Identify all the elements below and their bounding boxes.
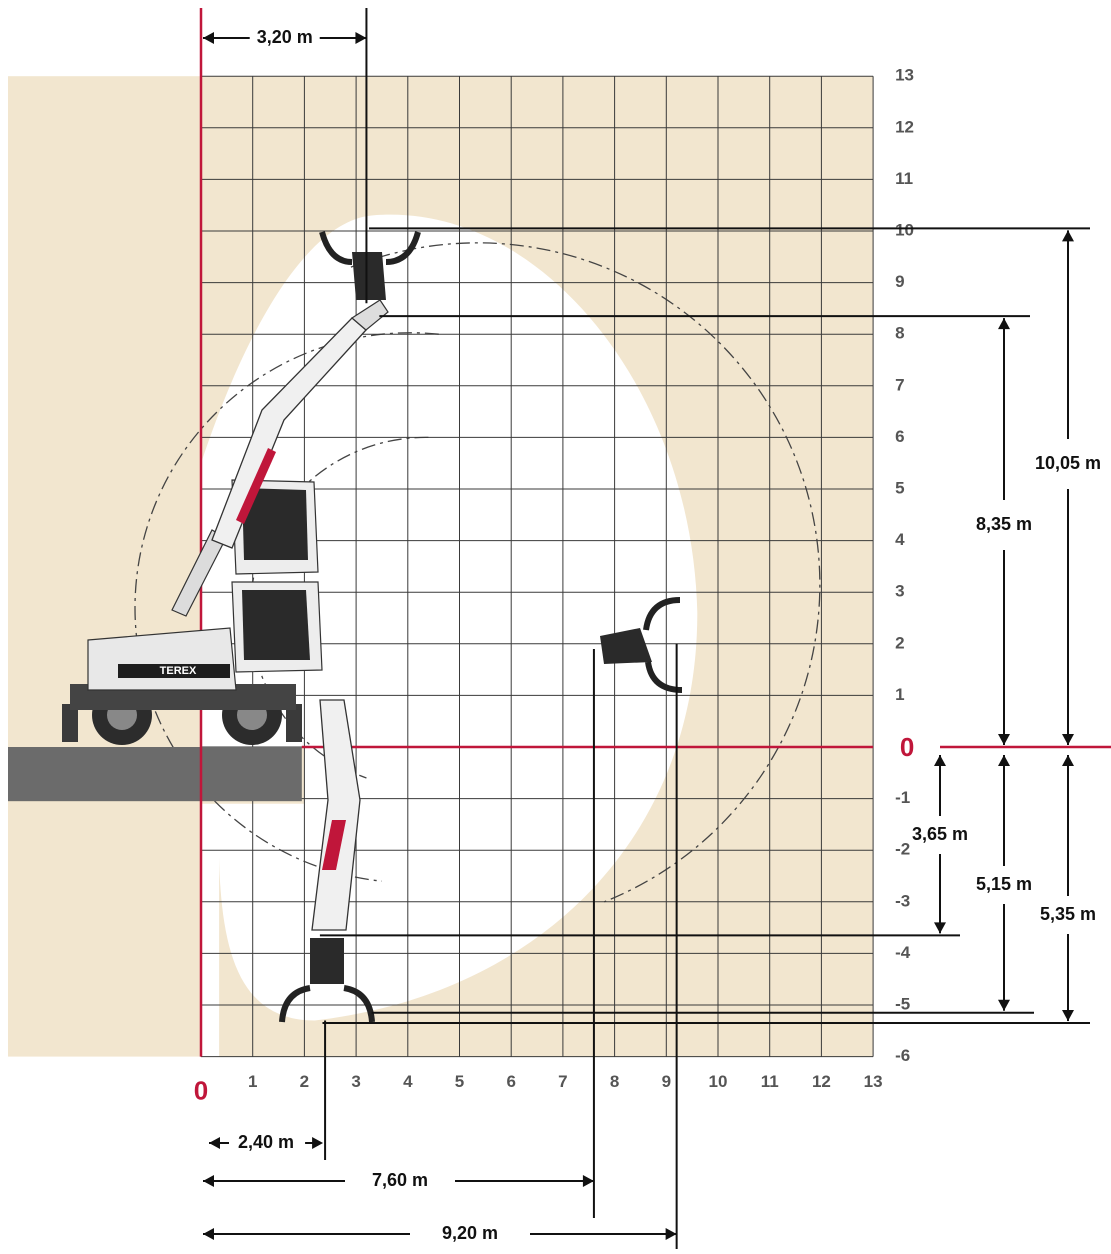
x-tick-label: 3 — [351, 1072, 360, 1091]
x-tick-label: 6 — [506, 1072, 515, 1091]
y-tick-label: 10 — [895, 220, 914, 239]
arrow-head — [355, 32, 367, 44]
cab-lower-window — [242, 590, 310, 660]
grab-top-body — [352, 252, 386, 300]
reach-arc-mid — [134, 332, 439, 882]
arrow-head — [209, 1137, 220, 1149]
arrow-head — [582, 1175, 594, 1187]
dim-label-height_at_pivot: 8,35 m — [976, 514, 1032, 534]
arrow-head — [1062, 755, 1074, 766]
arrow-head — [312, 1137, 324, 1149]
dim-label-max_height: 10,05 m — [1035, 453, 1101, 473]
y-tick-label: 2 — [895, 633, 904, 652]
dim-max_height: 10,05 m — [1035, 230, 1101, 745]
arrow-head — [934, 922, 946, 934]
x-tick-label: 8 — [610, 1072, 619, 1091]
y-tick-label: -3 — [895, 891, 910, 910]
y-tick-label: -6 — [895, 1046, 910, 1065]
arrow-head — [998, 755, 1010, 766]
y-tick-label: 9 — [895, 272, 904, 291]
grab-bottom-body — [310, 938, 344, 984]
x-tick-label: 4 — [403, 1072, 413, 1091]
y-tick-label: 12 — [895, 117, 914, 136]
outrigger-right — [286, 704, 302, 742]
y-tick-label: 13 — [895, 66, 914, 85]
x-tick-label: 5 — [455, 1072, 464, 1091]
x-tick-label: 2 — [300, 1072, 309, 1091]
boom-accent — [236, 448, 276, 524]
y-tick-label: 1 — [895, 685, 904, 704]
grab-top-tine-left — [319, 231, 353, 265]
grab-bottom-tine-left — [279, 985, 311, 1023]
y-tick-label: -1 — [895, 788, 910, 807]
y-tick-label: 8 — [895, 324, 904, 343]
dim-top_width: 3,20 m — [203, 27, 367, 47]
y-tick-zero: 0 — [900, 732, 914, 762]
dim-max_reach: 9,20 m — [203, 1223, 677, 1243]
dim-label-depth_tine_tip: 3,65 m — [912, 824, 968, 844]
dim-label-top_width: 3,20 m — [257, 27, 313, 47]
arrow-head — [1062, 1010, 1074, 1022]
y-tick-label: 4 — [895, 530, 905, 549]
arrow-head — [203, 32, 214, 44]
machine-platform — [8, 747, 302, 802]
x-tick-label: 13 — [864, 1072, 883, 1091]
x-tick-zero: 0 — [194, 1075, 208, 1105]
dim-label-max_reach: 9,20 m — [442, 1223, 498, 1243]
y-tick-label: 3 — [895, 582, 904, 601]
y-tick-label: -2 — [895, 840, 910, 859]
grab-mid-tine-top — [643, 597, 681, 631]
dim-label-max_depth: 5,35 m — [1040, 904, 1096, 924]
boom-lowered — [311, 699, 361, 931]
arrow-head — [934, 755, 946, 766]
y-tick-label: 7 — [895, 375, 904, 394]
brand-label: TEREX — [160, 665, 197, 677]
x-tick-label: 10 — [709, 1072, 728, 1091]
y-tick-label: -5 — [895, 994, 910, 1013]
envelope-strip — [201, 803, 220, 1057]
boom-lowered-accent — [322, 820, 346, 870]
y-tick-label: 6 — [895, 427, 904, 446]
dim-label-reach_deep: 2,40 m — [238, 1132, 294, 1152]
x-tick-label: 12 — [812, 1072, 831, 1091]
body-stripe — [118, 664, 230, 678]
excavator: TEREX — [62, 231, 683, 1023]
dim-label-reach_mid: 7,60 m — [372, 1170, 428, 1190]
dim-reach_mid: 7,60 m — [203, 1170, 594, 1190]
arrow-head — [665, 1228, 677, 1240]
dim-depth_tine_tip: 3,65 m — [912, 755, 968, 934]
x-tick-label: 1 — [248, 1072, 257, 1091]
x-tick-label: 9 — [662, 1072, 671, 1091]
dim-label-depth_grab_bottom: 5,15 m — [976, 874, 1032, 894]
grab-bottom-tine-right — [343, 985, 375, 1023]
y-tick-label: 11 — [895, 169, 913, 188]
dim-height_at_pivot: 8,35 m — [976, 318, 1032, 745]
dim-max_depth: 5,35 m — [1040, 755, 1096, 1022]
y-tick-label: 5 — [895, 478, 904, 497]
grab-mid-body — [600, 628, 652, 664]
arrow-head — [998, 734, 1010, 745]
x-tick-label: 7 — [558, 1072, 567, 1091]
arrow-head — [203, 1175, 214, 1187]
reach-arc-outer — [350, 242, 821, 903]
arrow-head — [998, 318, 1010, 330]
x-tick-label: 11 — [761, 1072, 779, 1091]
arrow-head — [1062, 230, 1074, 242]
y-tick-label: -4 — [895, 943, 911, 962]
grab-top-tine-right — [385, 231, 421, 265]
arrow-head — [203, 1228, 214, 1240]
stick-raised — [350, 299, 389, 331]
outrigger-left — [62, 704, 78, 742]
dim-reach_deep: 2,40 m — [209, 1132, 324, 1152]
arrow-head — [998, 999, 1010, 1011]
cab-upper-window — [242, 488, 308, 560]
arrow-head — [1062, 734, 1074, 745]
dim-depth_grab_bottom: 5,15 m — [976, 755, 1032, 1011]
